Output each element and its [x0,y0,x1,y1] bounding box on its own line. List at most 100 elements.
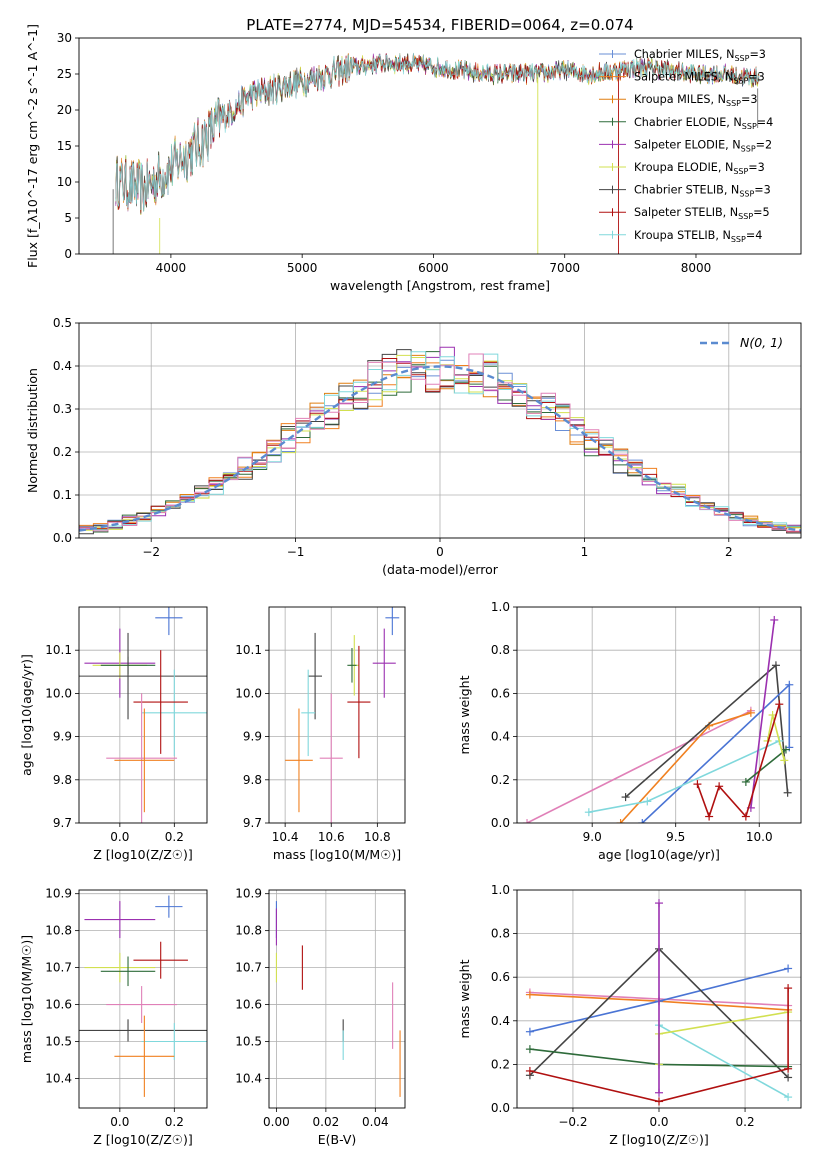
mass_vs_Z-ytick-label: 10.9 [45,887,72,901]
age_vs_Z-ytick-label: 10.1 [45,643,72,657]
weight_vs_age-series-line [745,748,787,783]
residuals-histogram-step [79,358,801,533]
weight_vs_Z-frame [516,889,802,1109]
weight_vs_age-series-line [625,663,789,798]
mass_vs_Z-plot-area [79,890,207,1108]
figure-title: PLATE=2774, MJD=54534, FIBERID=0064, z=0… [246,16,633,34]
mass_vs_Z-axes: 0.0 0.2 10.4 10.5 10.6 10.7 10.8 10.9 Z [log10(Z… [19,887,208,1147]
age_vs_Z-plot-area [79,607,207,823]
weight_vs_age-plot-area [517,607,801,823]
mass_vs_Z-ytick-label: 10.5 [45,1034,72,1048]
mass_vs_Z-xtick-label: 0.2 [165,1115,184,1129]
mass_vs_EBV-ytick-label: 10.8 [235,924,262,938]
mass_vs_Z-ytick-label: 10.4 [45,1071,72,1085]
spectrum-xtick-label: 7000 [549,261,580,275]
mass_vs_EBV-xtick-label: 0.00 [263,1115,290,1129]
age_vs_Z-axes: 0.0 0.2 9.7 9.8 9.9 10.0 10.1 Z [log10(Z/Z☉)] ag… [19,606,208,862]
age_vs_Z-ytick-label: 9.9 [53,730,72,744]
spectrum-legend: Chabrier MILES, NSSP=3 Salpeter MILES, NS… [599,48,773,244]
mass_vs_Z-ytick-label: 10.8 [45,924,72,938]
legend-label: N(0, 1) [740,335,783,350]
residuals-normal-curve [79,365,801,532]
spectrum-xlabel: wavelength [Angstrom, rest frame] [330,278,550,293]
legend-label: Chabrier MILES, NSSP=3 [634,48,766,63]
age_vs_mass-ytick-label: 9.9 [243,730,262,744]
spectrum-xtick-label: 4000 [156,261,187,275]
weight_vs_age-ytick-label: 0.2 [491,773,510,787]
weight_vs_Z-xtick-label: 0.0 [649,1115,668,1129]
residuals-xtick-label: 2 [725,545,733,559]
age_vs_mass-ytick-label: 9.7 [243,816,262,830]
weight_vs_Z-ytick-label: 1.0 [491,883,510,897]
spectrum-ytick-label: 15 [57,139,72,153]
legend-label: Chabrier STELIB, NSSP=3 [634,184,771,199]
residuals-xlabel: (data-model)/error [382,562,499,577]
age_vs_mass-frame [268,606,406,824]
age_vs_Z-ytick-label: 9.7 [53,816,72,830]
weight_vs_age-xtick-label: 9.5 [666,830,685,844]
age_vs_mass-ytick-label: 9.8 [243,773,262,787]
weight_vs_age-xtick-label: 10.0 [746,830,773,844]
age_vs_Z-frame [78,606,208,824]
residuals-xtick-label: 1 [581,545,589,559]
weight_vs_Z-ytick-label: 0.2 [491,1057,510,1071]
mass_vs_EBV-xtick-label: 0.04 [362,1115,389,1129]
legend-label: Salpeter ELODIE, NSSP=2 [634,138,772,153]
mass_vs_EBV-frame [268,889,406,1109]
age_vs_Z-ylabel: age [log10(age/yr)] [19,654,34,776]
residuals-xtick-label: 0 [436,545,444,559]
residuals-xtick-label: −2 [142,545,160,559]
residuals-ytick-label: 0.5 [53,316,72,330]
age_vs_Z-ytick-label: 10.0 [45,686,72,700]
weight_vs_Z-ylabel: mass weight [457,959,472,1038]
residuals-legend: N(0, 1) [700,335,783,350]
weight_vs_Z-xlabel: Z [log10(Z/Z☉)] [609,1132,709,1147]
residuals-ytick-label: 0.3 [53,402,72,416]
mass_vs_Z-frame [78,889,208,1109]
residuals-plot-area [79,323,801,538]
legend-label: Kroupa STELIB, NSSP=4 [634,229,762,244]
spectrum-ylabel: Flux [f_λ10^-17 erg cm^-2 s^-1 A^-1] [25,24,40,268]
weight_vs_age-ytick-label: 0.8 [491,643,510,657]
weight_vs_Z-ytick-label: 0.4 [491,1014,510,1028]
age_vs_mass-ytick-label: 10.1 [235,643,262,657]
spectrum-axes: 4000 5000 6000 7000 8000 0 5 10 15 20 25 30 waveleng… [25,24,802,293]
weight_vs_Z-series-line [658,1024,789,1098]
weight_vs_Z-xtick-label: 0.2 [736,1115,755,1129]
panels: 4000 5000 6000 7000 8000051015202530waveleng… [19,24,802,1147]
age_vs_mass-plot-area [269,607,405,823]
weight_vs_age-ytick-label: 0.6 [491,686,510,700]
spectrum-ytick-label: 0 [64,247,72,261]
spectrum-ytick-label: 25 [57,67,72,81]
age_vs_Z-xtick-label: 0.0 [110,830,129,844]
mass_vs_EBV-ytick-label: 10.6 [235,998,262,1012]
spectrum-xtick-label: 8000 [681,261,712,275]
age_vs_mass-xlabel: mass [log10(M/M☉)] [273,847,401,862]
residuals-ytick-label: 0.4 [53,359,72,373]
spectrum-ytick-label: 30 [57,31,72,45]
weight_vs_age-ytick-label: 1.0 [491,600,510,614]
spectrum-ytick-label: 5 [64,211,72,225]
mass_vs_Z-ytick-label: 10.7 [45,961,72,975]
mass_vs_Z-ylabel: mass [log10(M/M☉)] [19,935,34,1063]
residuals-ytick-label: 0.0 [53,531,72,545]
weight_vs_Z-ytick-label: 0.8 [491,927,510,941]
weight_vs_age-series-line [620,712,752,823]
weight_vs_Z-ytick-label: 0.6 [491,970,510,984]
mass_vs_EBV-ytick-label: 10.5 [235,1034,262,1048]
age_vs_mass-xtick-label: 10.4 [272,830,299,844]
mass_vs_EBV-axes: 0.00 0.02 0.04 10.4 10.5 10.6 10.7 10.8 10.9 E(B-… [235,887,406,1147]
legend-label: Kroupa ELODIE, NSSP=3 [634,161,765,176]
mass_vs_EBV-plot-area [269,890,405,1108]
age_vs_mass-ytick-label: 10.0 [235,686,262,700]
weight_vs_age-series-line [526,709,752,823]
spectrum-ytick-label: 10 [57,175,72,189]
legend-label: Chabrier ELODIE, NSSP=4 [634,116,773,131]
age_vs_Z-xtick-label: 0.2 [165,830,184,844]
spectrum-plot-area [112,52,760,254]
weight_vs_Z-xtick-label: −0.2 [558,1115,587,1129]
weight_vs_age-xtick-label: 9.0 [583,830,602,844]
spectrum-ytick-label: 20 [57,103,72,117]
spectrum-xtick-label: 6000 [418,261,449,275]
